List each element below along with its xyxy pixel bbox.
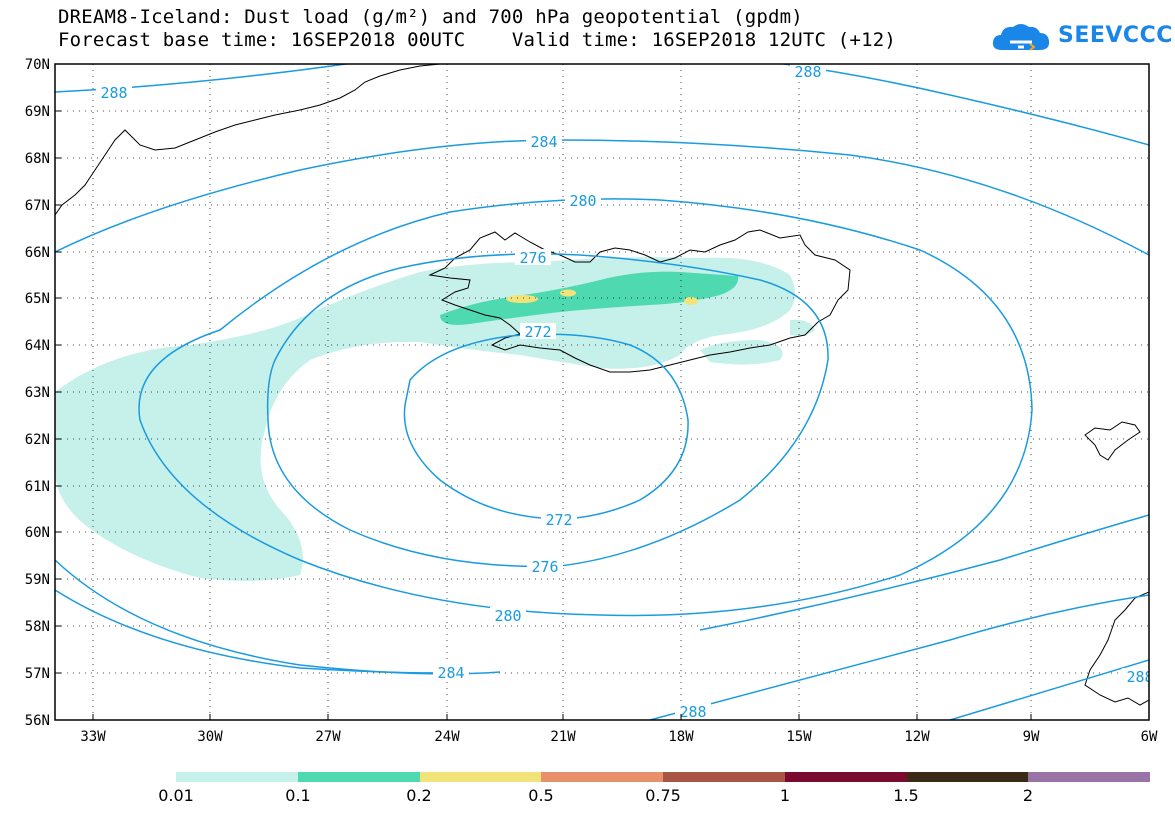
contour-label: 288	[100, 84, 127, 102]
colorbar-label: 1.5	[893, 786, 919, 805]
contour-280	[138, 198, 1033, 617]
lat-label: 67N	[25, 198, 50, 214]
scotland-coast	[1084, 591, 1149, 706]
lon-label: 27W	[315, 729, 341, 745]
colorbar-label: 1	[779, 786, 791, 805]
colorbar-swatch	[297, 772, 420, 782]
colorbar-swatch	[176, 772, 298, 782]
contour-288-se2	[949, 659, 1149, 720]
lat-label: 58N	[25, 619, 50, 635]
contour-label: 272	[545, 511, 572, 529]
colorbar	[176, 772, 1150, 782]
colorbar-swatch	[906, 772, 1029, 782]
lat-label: 57N	[25, 666, 50, 682]
contour-label: 272	[524, 323, 551, 341]
lat-label: 70N	[25, 57, 50, 73]
contour-label: 284	[437, 664, 464, 682]
lat-label: 63N	[25, 385, 50, 401]
dust-spot-high	[560, 289, 576, 297]
colorbar-label: 0.5	[528, 786, 554, 805]
axis-ticks	[55, 63, 1032, 720]
greenland-coast	[55, 64, 441, 216]
contour-label: 288	[1126, 668, 1153, 686]
contour-288-ne	[779, 64, 1149, 146]
dust-spot-high	[506, 295, 538, 303]
lon-label: 24W	[434, 729, 460, 745]
colorbar-swatch	[784, 772, 907, 782]
dust-plume-low	[55, 257, 795, 581]
map-subtitle: Forecast base time: 16SEP2018 00UTC Vali…	[58, 29, 897, 51]
cloud-logo-icon	[992, 24, 1050, 51]
contour-280-se	[699, 514, 1149, 631]
logo-text: SEEVCCC	[1058, 23, 1173, 48]
lon-label: 6W	[1141, 729, 1158, 745]
latitude-labels: 70N 69N 68N 67N 66N 65N 64N 63N 62N 61N …	[25, 57, 50, 729]
colorbar-label: 0.2	[406, 786, 432, 805]
colorbar-swatch	[663, 772, 785, 782]
faroe-shetland-coast	[1084, 421, 1141, 461]
lat-label: 65N	[25, 291, 50, 307]
colorbar-label: 0.1	[285, 786, 311, 805]
lon-label: 33W	[80, 729, 106, 745]
contour-label: 280	[494, 607, 521, 625]
colorbar-label: 0.75	[645, 786, 681, 805]
lat-label: 66N	[25, 245, 50, 261]
lat-label: 56N	[25, 713, 50, 729]
iceland-coast	[428, 229, 851, 373]
contour-label: 288	[794, 63, 821, 81]
colorbar-swatch	[419, 772, 542, 782]
colorbar-swatch	[541, 772, 663, 782]
contour-288-north	[55, 64, 352, 93]
lat-label: 61N	[25, 479, 50, 495]
lat-label: 69N	[25, 104, 50, 120]
longitude-labels: 33W 30W 27W 24W 21W 18W 15W 12W 9W 6W	[80, 729, 1158, 745]
map-title: DREAM8-Iceland: Dust load (g/m²) and 700…	[58, 6, 803, 28]
lat-label: 59N	[25, 572, 50, 588]
lat-label: 62N	[25, 432, 50, 448]
contour-label: 284	[530, 133, 557, 151]
contour-label: 288	[679, 703, 706, 721]
lat-label: 68N	[25, 151, 50, 167]
contour-label: 276	[531, 558, 558, 576]
lon-label: 18W	[668, 729, 694, 745]
lon-label: 15W	[786, 729, 812, 745]
colorbar-swatch	[1028, 772, 1150, 782]
contour-276	[266, 253, 829, 568]
lat-label: 60N	[25, 525, 50, 541]
dust-spot-high	[684, 297, 698, 305]
lon-label: 9W	[1023, 729, 1040, 745]
geopotential-contours	[55, 64, 1149, 720]
lat-label: 64N	[25, 338, 50, 354]
coastline	[55, 64, 1149, 706]
contour-label: 280	[569, 192, 596, 210]
contour-label: 276	[519, 249, 546, 267]
lon-label: 21W	[550, 729, 576, 745]
contour-288-se	[649, 594, 1149, 720]
lon-label: 12W	[904, 729, 930, 745]
lon-label: 30W	[197, 729, 223, 745]
contour-284-south	[55, 589, 461, 674]
colorbar-label: 2	[1022, 786, 1034, 805]
contour-labels: 288 288 284 280 276 272 284 280 276 272 …	[96, 63, 1153, 721]
colorbar-label: 0.01	[158, 786, 194, 805]
